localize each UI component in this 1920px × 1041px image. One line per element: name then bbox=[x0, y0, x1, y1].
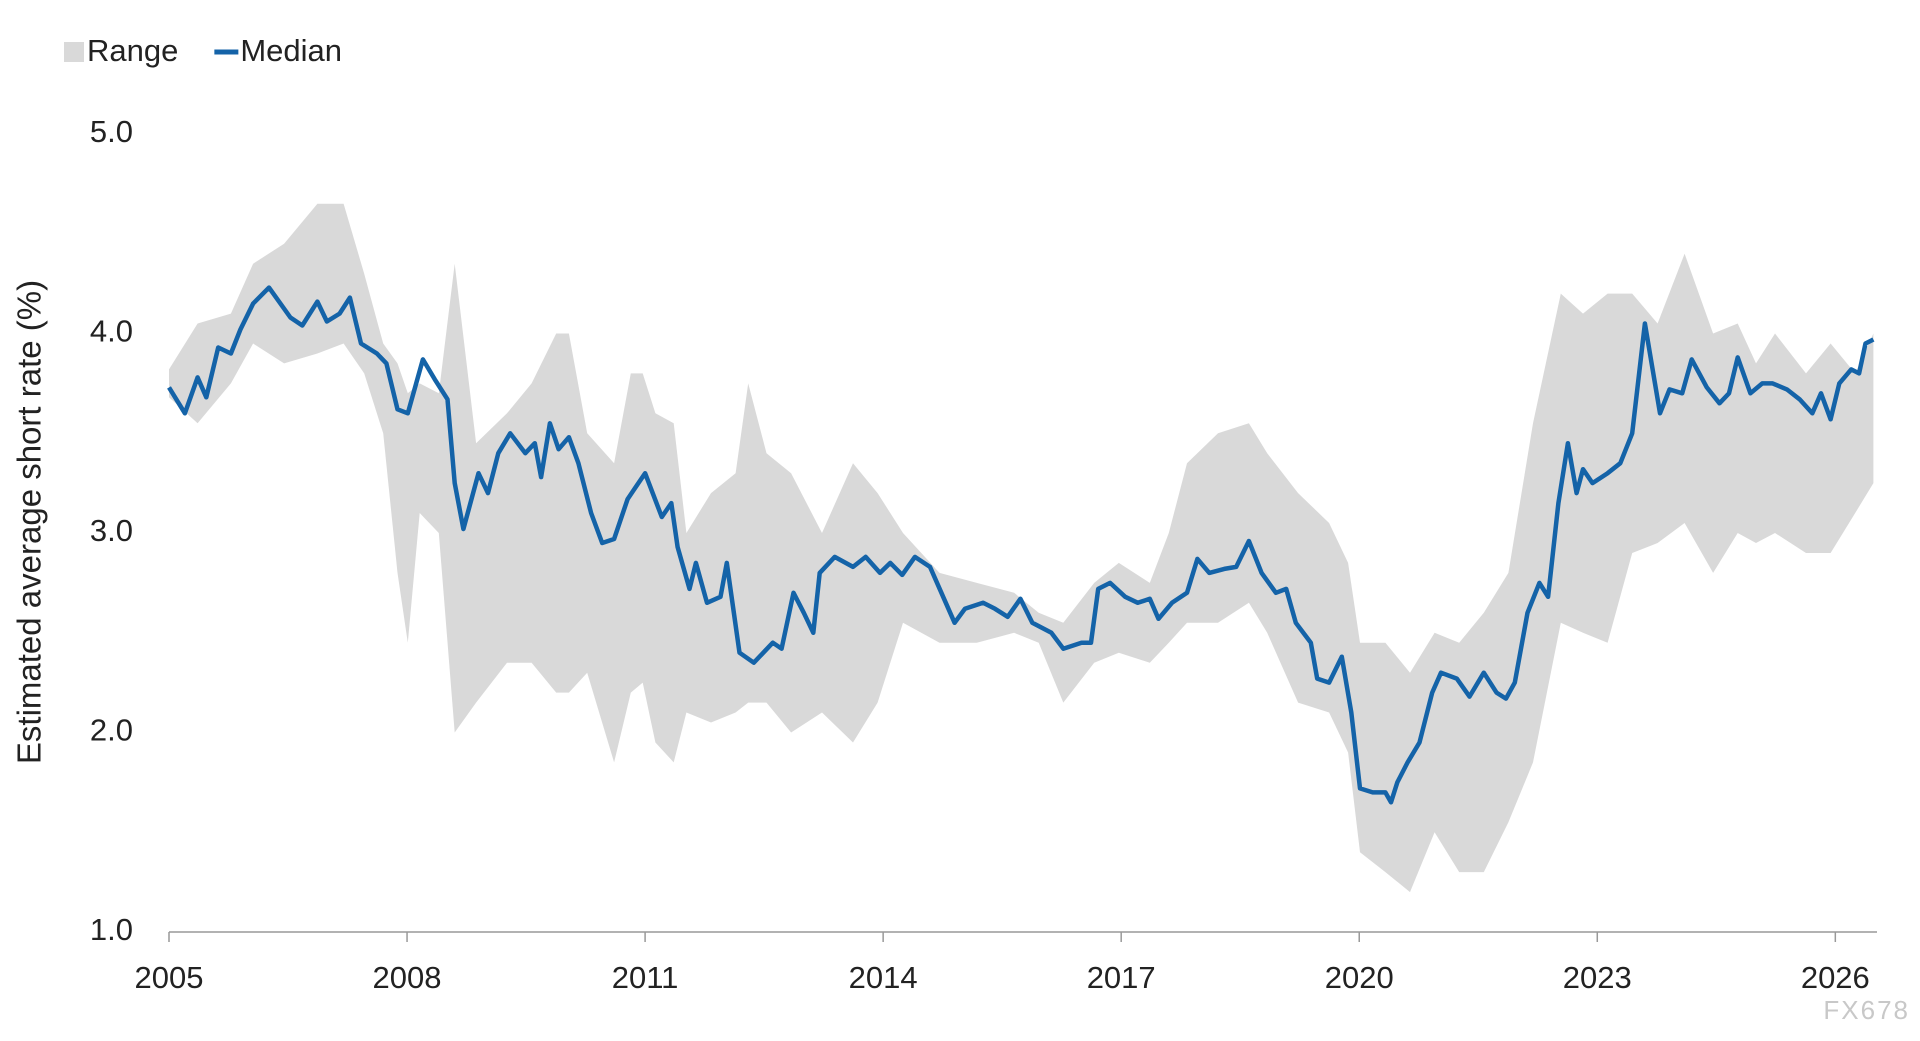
legend-label: Range bbox=[87, 33, 178, 68]
y-axis-title: Estimated average short rate (%) bbox=[11, 280, 48, 764]
legend-label: Median bbox=[240, 33, 342, 68]
y-tick-label: 2.0 bbox=[90, 713, 133, 748]
y-tick-label: 1.0 bbox=[90, 912, 133, 947]
x-tick-label: 2005 bbox=[135, 960, 204, 995]
median-line bbox=[167, 285, 1875, 805]
x-tick-label: 2026 bbox=[1801, 960, 1870, 995]
legend-item: Median bbox=[214, 33, 342, 68]
legend-swatch bbox=[64, 42, 84, 62]
x-tick-label: 2020 bbox=[1325, 960, 1394, 995]
x-tick-label: 2023 bbox=[1563, 960, 1632, 995]
x-tick-label: 2017 bbox=[1087, 960, 1156, 995]
x-tick-label: 2008 bbox=[373, 960, 442, 995]
watermark: FX678 bbox=[1823, 995, 1910, 1025]
y-tick-label: 3.0 bbox=[90, 513, 133, 548]
y-tick-label: 5.0 bbox=[90, 114, 133, 149]
range-area bbox=[169, 203, 1874, 893]
x-tick-label: 2011 bbox=[612, 960, 679, 995]
plot-area bbox=[167, 203, 1875, 893]
legend-item: Range bbox=[64, 33, 178, 68]
x-tick-label: 2014 bbox=[849, 960, 918, 995]
y-tick-label: 4.0 bbox=[90, 314, 133, 349]
